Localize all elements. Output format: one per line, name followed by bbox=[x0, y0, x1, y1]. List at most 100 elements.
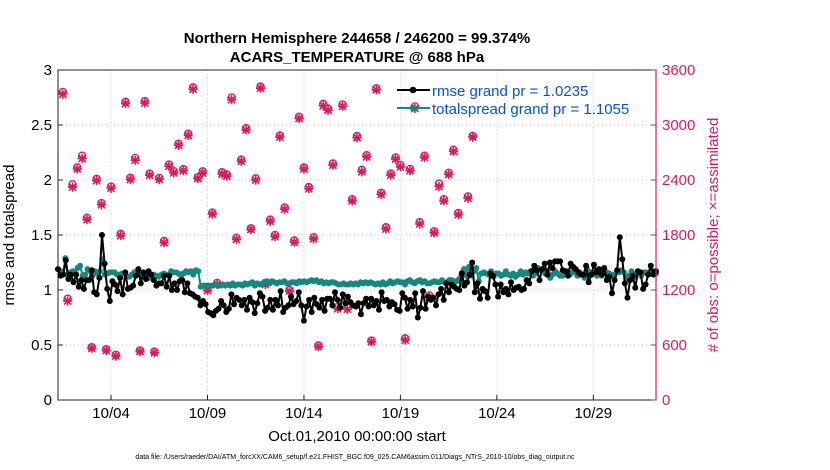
rmse-marker bbox=[218, 298, 225, 304]
rmse-marker bbox=[231, 301, 237, 308]
rmse-marker bbox=[373, 298, 380, 304]
rmse-marker bbox=[492, 281, 499, 288]
legend: rmse grand pr = 1.0235 totalspread grand… bbox=[397, 83, 629, 118]
spread-marker bbox=[473, 265, 480, 271]
obs-assimilated-marker bbox=[400, 335, 410, 345]
rmse-marker bbox=[621, 280, 628, 287]
obs-assimilated-marker bbox=[222, 171, 232, 181]
rmse-marker bbox=[526, 280, 533, 287]
rmse-marker bbox=[497, 281, 504, 288]
obs-assimilated-marker bbox=[405, 166, 415, 176]
obs-count-series bbox=[58, 82, 478, 361]
rmse-marker bbox=[332, 289, 338, 296]
rmse-marker bbox=[469, 259, 476, 266]
obs-assimilated-marker bbox=[178, 166, 188, 176]
rmse-marker bbox=[438, 285, 445, 292]
obs-assimilated-marker bbox=[289, 237, 299, 247]
rmse-marker bbox=[238, 302, 245, 309]
rmse-marker bbox=[202, 301, 209, 308]
obs-assimilated-marker bbox=[159, 238, 169, 248]
rmse-marker bbox=[456, 287, 463, 293]
rmse-marker bbox=[161, 272, 168, 279]
y-right-axis: 0 600 1200 1800 2400 3000 3600 bbox=[651, 62, 695, 409]
rmse-marker bbox=[614, 267, 621, 274]
rmse-marker bbox=[365, 303, 372, 310]
rmse-marker bbox=[130, 282, 137, 289]
obs-assimilated-marker bbox=[106, 183, 116, 193]
spread-series bbox=[55, 255, 659, 290]
rmse-marker bbox=[306, 296, 313, 303]
y-right-tick-label: 1200 bbox=[662, 282, 695, 299]
obs-assimilated-marker bbox=[140, 98, 150, 108]
rmse-marker bbox=[337, 304, 344, 311]
rmse-marker bbox=[588, 271, 595, 278]
x-tick-label: 10/29 bbox=[575, 405, 613, 422]
rmse-marker bbox=[99, 232, 105, 238]
obs-assimilated-marker bbox=[149, 348, 160, 358]
rmse-marker bbox=[264, 304, 271, 311]
x-tick-label: 10/04 bbox=[92, 405, 130, 422]
obs-assimilated-marker bbox=[91, 175, 102, 186]
rmse-marker bbox=[624, 294, 631, 301]
obs-assimilated-marker bbox=[101, 345, 111, 356]
rmse-marker bbox=[647, 262, 654, 269]
y-left-tick-label: 2 bbox=[44, 172, 52, 189]
x-tick-label: 10/24 bbox=[478, 405, 516, 422]
obs-assimilated-marker bbox=[357, 167, 367, 177]
rmse-marker bbox=[541, 260, 548, 267]
rmse-marker bbox=[632, 284, 639, 291]
rmse-marker bbox=[295, 289, 302, 296]
obs-assimilated-marker bbox=[463, 193, 473, 203]
rmse-marker bbox=[357, 311, 364, 318]
rmse-marker bbox=[86, 277, 93, 284]
obs-assimilated-marker bbox=[154, 174, 164, 185]
obs-assimilated-marker bbox=[236, 156, 246, 166]
rmse-marker bbox=[62, 257, 69, 264]
spread-marker bbox=[195, 268, 202, 275]
obs-assimilated-marker bbox=[246, 224, 256, 235]
rmse-marker bbox=[303, 303, 310, 310]
obs-assimilated-marker bbox=[366, 337, 377, 347]
rmse-marker bbox=[174, 287, 181, 293]
obs-assimilated-marker bbox=[468, 132, 478, 142]
rmse-marker bbox=[435, 291, 442, 298]
obs-assimilated-marker bbox=[270, 232, 280, 242]
obs-assimilated-marker bbox=[347, 196, 357, 206]
rmse-marker bbox=[580, 271, 587, 278]
rmse-marker bbox=[135, 266, 142, 273]
rmse-marker bbox=[645, 271, 652, 278]
obs-assimilated-marker bbox=[448, 146, 459, 156]
rmse-marker bbox=[150, 277, 157, 284]
rmse-marker bbox=[122, 269, 129, 276]
rmse-marker bbox=[60, 271, 67, 278]
legend-rmse-marker bbox=[409, 86, 417, 94]
rmse-marker bbox=[549, 265, 556, 271]
obs-assimilated-marker bbox=[251, 175, 261, 185]
rmse-marker bbox=[119, 291, 126, 298]
rmse-marker bbox=[557, 258, 564, 265]
rmse-marker bbox=[143, 276, 149, 282]
obs-assimilated-marker bbox=[198, 168, 208, 178]
rmse-marker bbox=[254, 300, 261, 307]
rmse-marker bbox=[298, 302, 305, 309]
rmse-marker bbox=[417, 304, 424, 311]
obs-assimilated-marker bbox=[227, 95, 237, 105]
obs-assimilated-marker bbox=[116, 230, 126, 241]
rmse-marker bbox=[378, 289, 385, 296]
rmse-marker bbox=[482, 288, 489, 295]
obs-assimilated-marker bbox=[342, 304, 352, 314]
rmse-marker bbox=[158, 280, 165, 287]
rmse-marker bbox=[181, 289, 188, 296]
rmse-marker bbox=[477, 295, 483, 302]
rmse-marker bbox=[244, 306, 250, 313]
rmse-marker bbox=[484, 294, 491, 301]
rmse-marker bbox=[329, 302, 336, 309]
rmse-marker bbox=[93, 291, 100, 298]
rmse-marker bbox=[433, 302, 439, 309]
rmse-marker bbox=[293, 298, 300, 304]
rmse-marker bbox=[627, 277, 634, 284]
x-tick-label: 10/19 bbox=[382, 405, 420, 422]
rmse-marker bbox=[112, 281, 118, 288]
obs-assimilated-marker bbox=[164, 161, 174, 171]
